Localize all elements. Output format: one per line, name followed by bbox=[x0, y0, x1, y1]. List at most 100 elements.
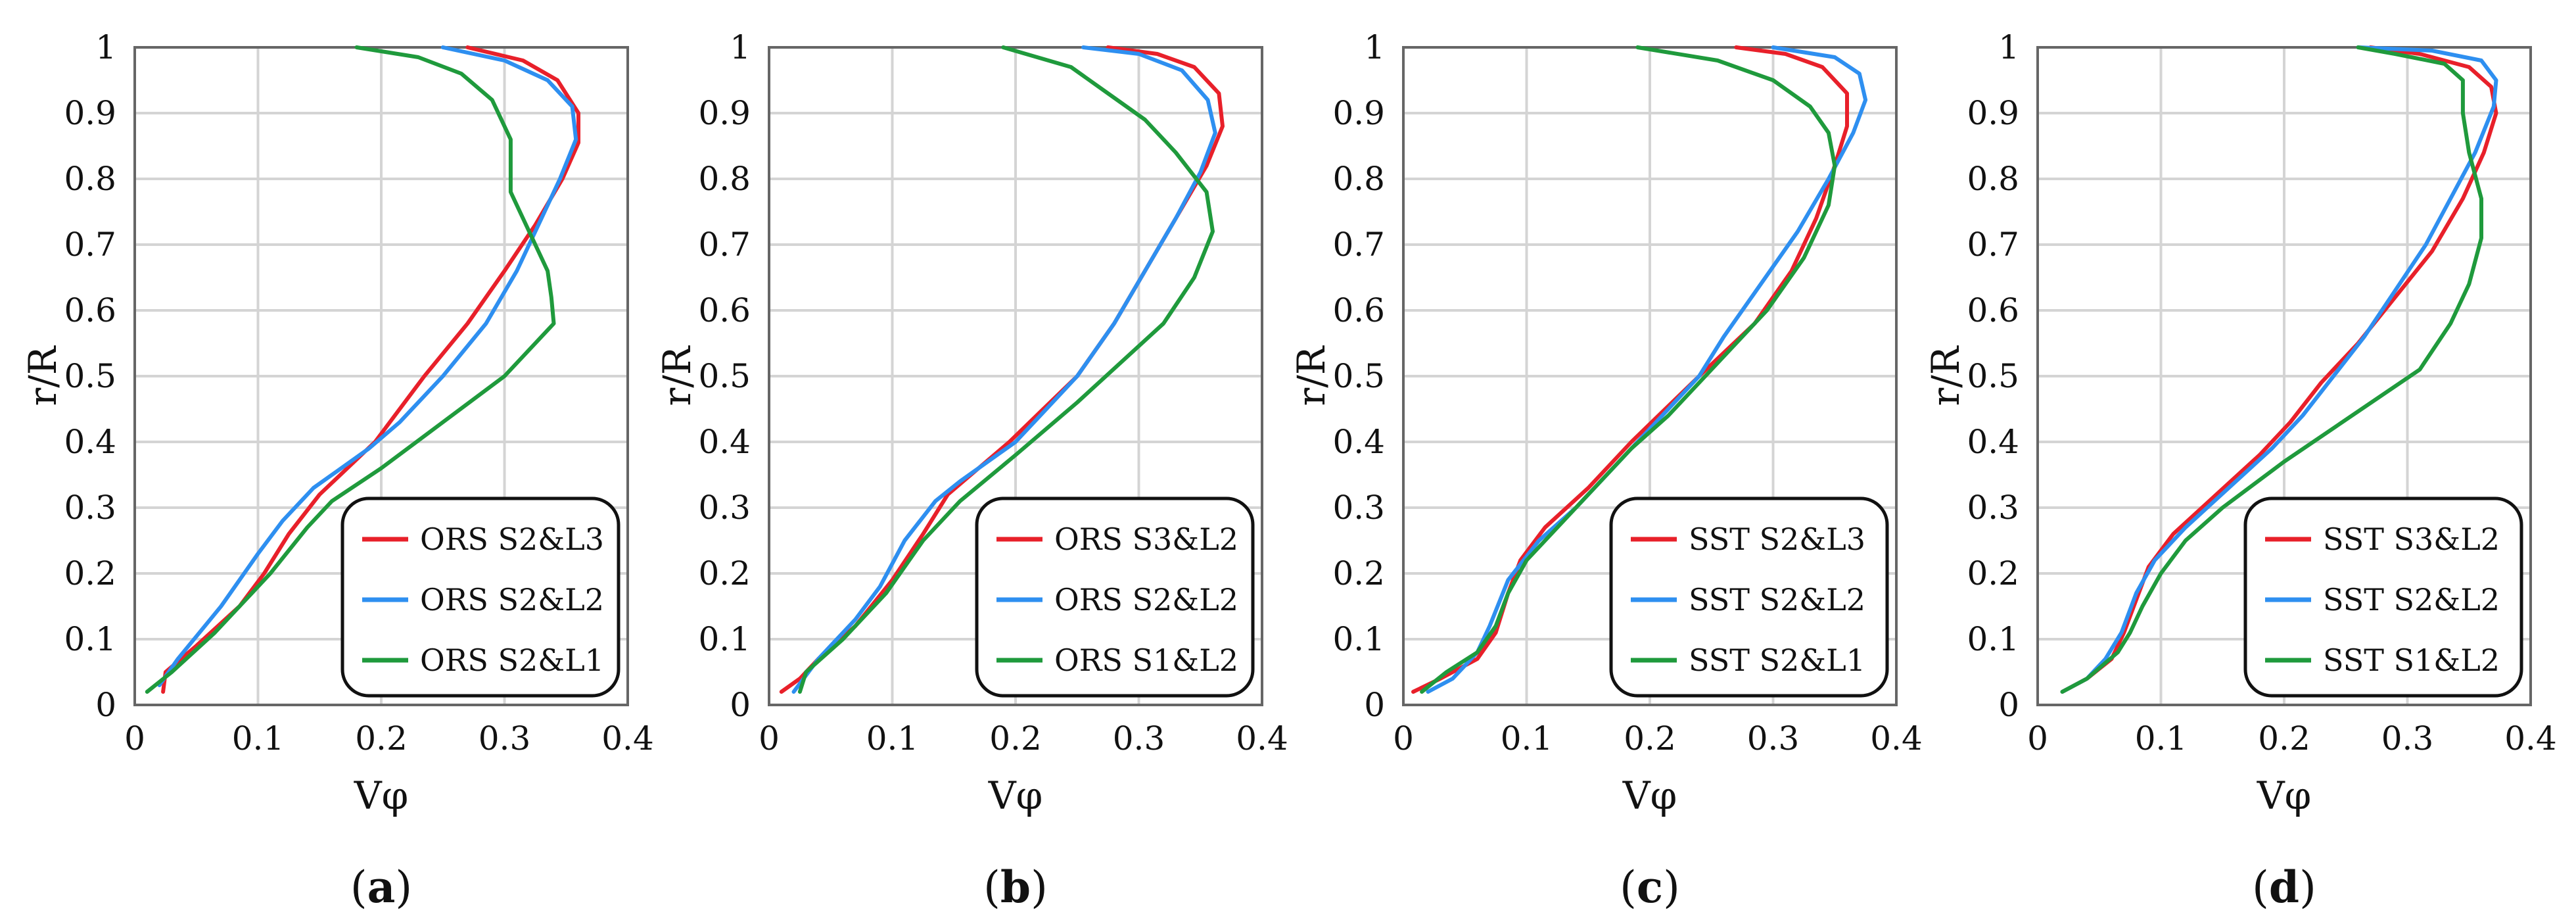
x-tick-label: 0 bbox=[124, 719, 145, 758]
y-tick-label: 0.5 bbox=[1332, 357, 1385, 395]
caption-letter: c bbox=[1637, 861, 1663, 913]
y-tick-label: 1 bbox=[730, 28, 751, 66]
y-tick-label: 0.2 bbox=[1967, 554, 2019, 592]
y-tick-label: 0 bbox=[1998, 686, 2019, 724]
legend-label: ORS S1&L2 bbox=[1054, 642, 1238, 678]
y-tick-label: 0.3 bbox=[1967, 489, 2019, 527]
series-line-ors-s2-l2 bbox=[157, 45, 578, 687]
y-tick-label: 0.2 bbox=[64, 554, 116, 592]
y-tick-label: 0.6 bbox=[698, 291, 751, 329]
x-tick-label: 0 bbox=[759, 719, 780, 758]
y-tick-label: 0.5 bbox=[1967, 357, 2019, 395]
series-line-ors-s2-l2 bbox=[791, 45, 1217, 694]
panel-caption: (a) bbox=[350, 861, 412, 913]
x-tick-label: 0.1 bbox=[1501, 719, 1553, 758]
y-tick-label: 0 bbox=[1364, 686, 1385, 724]
panel-caption: (d) bbox=[2252, 861, 2316, 913]
y-tick-label: 1 bbox=[1998, 28, 2019, 66]
legend-label: ORS S2&L1 bbox=[420, 642, 604, 678]
y-tick-label: 1 bbox=[1364, 28, 1385, 66]
legend-label: SST S2&L2 bbox=[1689, 582, 1865, 617]
caption-letter: d bbox=[2269, 861, 2299, 913]
y-tick-label: 0.1 bbox=[1332, 620, 1385, 658]
panel-caption: (b) bbox=[983, 861, 1048, 913]
y-axis-label: r/R bbox=[20, 345, 65, 406]
chart-panel-c: 0 0.1 0.2 0.3 0.4 0 0.1 0.2 0.3 0.4 0.5 0.6 0.7 0.8 0.… bbox=[1289, 28, 1923, 913]
y-tick-label: 0 bbox=[95, 686, 116, 724]
caption-close-paren: ) bbox=[1031, 862, 1048, 913]
plot-frame bbox=[133, 46, 629, 706]
y-tick-label: 0.1 bbox=[1967, 620, 2019, 658]
x-tick-label: 0.2 bbox=[2258, 719, 2310, 758]
x-axis-label: Vφ bbox=[1622, 773, 1677, 818]
chart-panel-b: 0 0.1 0.2 0.3 0.4 0 0.1 0.2 0.3 0.4 0.5 0.6 0.7 0.8 0.… bbox=[655, 28, 1288, 913]
y-axis-label: r/R bbox=[1923, 345, 1968, 406]
x-tick-label: 0.1 bbox=[2135, 719, 2188, 758]
x-tick-label: 0.3 bbox=[2381, 719, 2434, 758]
panel-caption: (c) bbox=[1620, 861, 1680, 913]
y-tick-label: 0.3 bbox=[698, 489, 751, 527]
legend-label: ORS S2&L2 bbox=[1054, 582, 1238, 617]
y-tick-label: 0.5 bbox=[698, 357, 751, 395]
y-tick-label: 0 bbox=[730, 686, 751, 724]
x-tick-label: 0.4 bbox=[1236, 719, 1288, 758]
x-axis-label: Vφ bbox=[2257, 773, 2312, 818]
y-tick-label: 0.7 bbox=[1332, 226, 1385, 264]
x-tick-label: 0.2 bbox=[989, 719, 1042, 758]
x-tick-label: 0.4 bbox=[601, 719, 654, 758]
caption-letter: b bbox=[1000, 861, 1031, 913]
legend: ORS S3&L2 ORS S2&L2 ORS S1&L2 bbox=[975, 496, 1255, 698]
caption-open-paren: ( bbox=[1620, 862, 1637, 913]
plot-frame bbox=[2036, 46, 2532, 706]
chart-panel-a: 0 0.1 0.2 0.3 0.4 0 0.1 0.2 0.3 0.4 0.5 0.6 0.7 0.8 0.… bbox=[20, 28, 654, 913]
y-tick-label: 0.6 bbox=[1332, 291, 1385, 329]
x-tick-label: 0.2 bbox=[1624, 719, 1676, 758]
y-tick-label: 0.7 bbox=[698, 226, 751, 264]
y-tick-label: 0.8 bbox=[1967, 160, 2019, 198]
legend-box bbox=[2243, 496, 2523, 698]
x-axis-label: Vφ bbox=[988, 773, 1043, 818]
y-tick-label: 0.6 bbox=[1967, 291, 2019, 329]
x-tick-label: 0.1 bbox=[866, 719, 919, 758]
caption-letter: a bbox=[367, 861, 396, 913]
y-tick-label: 0.9 bbox=[698, 94, 751, 132]
y-tick-label: 0.6 bbox=[64, 291, 116, 329]
x-tick-label: 0.4 bbox=[2504, 719, 2557, 758]
y-tick-label: 0.8 bbox=[1332, 160, 1385, 198]
caption-open-paren: ( bbox=[2252, 862, 2269, 913]
series-line-sst-s2-l2 bbox=[2060, 45, 2498, 694]
y-tick-label: 0.7 bbox=[64, 226, 116, 264]
series-line-sst-s1-l2 bbox=[2060, 45, 2483, 694]
x-tick-label: 0.1 bbox=[232, 719, 285, 758]
series-line-ors-s2-l1 bbox=[145, 45, 556, 694]
caption-close-paren: ) bbox=[2299, 862, 2316, 913]
legend-box bbox=[340, 496, 621, 698]
plot-frame bbox=[1402, 46, 1898, 706]
legend: SST S2&L3 SST S2&L2 SST S2&L1 bbox=[1609, 496, 1889, 698]
y-tick-label: 0.2 bbox=[1332, 554, 1385, 592]
chart-panel-d: 0 0.1 0.2 0.3 0.4 0 0.1 0.2 0.3 0.4 0.5 0.6 0.7 0.8 0.… bbox=[1923, 28, 2557, 913]
caption-close-paren: ) bbox=[395, 862, 412, 913]
x-tick-label: 0 bbox=[1393, 719, 1414, 758]
legend: SST S3&L2 SST S2&L2 SST S1&L2 bbox=[2243, 496, 2523, 698]
legend-label: SST S1&L2 bbox=[2323, 642, 2500, 678]
x-tick-label: 0.3 bbox=[479, 719, 531, 758]
y-tick-label: 0.3 bbox=[1332, 489, 1385, 527]
legend: ORS S2&L3 ORS S2&L2 ORS S2&L1 bbox=[340, 496, 621, 698]
y-axis-label: r/R bbox=[655, 345, 699, 406]
y-tick-label: 0.4 bbox=[1332, 423, 1385, 461]
legend-label: SST S2&L2 bbox=[2323, 582, 2500, 617]
y-tick-label: 0.9 bbox=[1967, 94, 2019, 132]
series-line-sst-s2-l1 bbox=[1420, 45, 1837, 694]
y-tick-label: 0.3 bbox=[64, 489, 116, 527]
y-tick-label: 0.4 bbox=[1967, 423, 2019, 461]
x-tick-label: 0.3 bbox=[1113, 719, 1165, 758]
y-tick-label: 0.4 bbox=[698, 423, 751, 461]
y-tick-label: 0.8 bbox=[698, 160, 751, 198]
series-line-sst-s2-l2 bbox=[1426, 45, 1868, 694]
y-tick-label: 0.5 bbox=[64, 357, 116, 395]
y-tick-label: 0.2 bbox=[698, 554, 751, 592]
y-tick-label: 0.8 bbox=[64, 160, 116, 198]
x-tick-label: 0.4 bbox=[1870, 719, 1923, 758]
caption-open-paren: ( bbox=[350, 862, 367, 913]
